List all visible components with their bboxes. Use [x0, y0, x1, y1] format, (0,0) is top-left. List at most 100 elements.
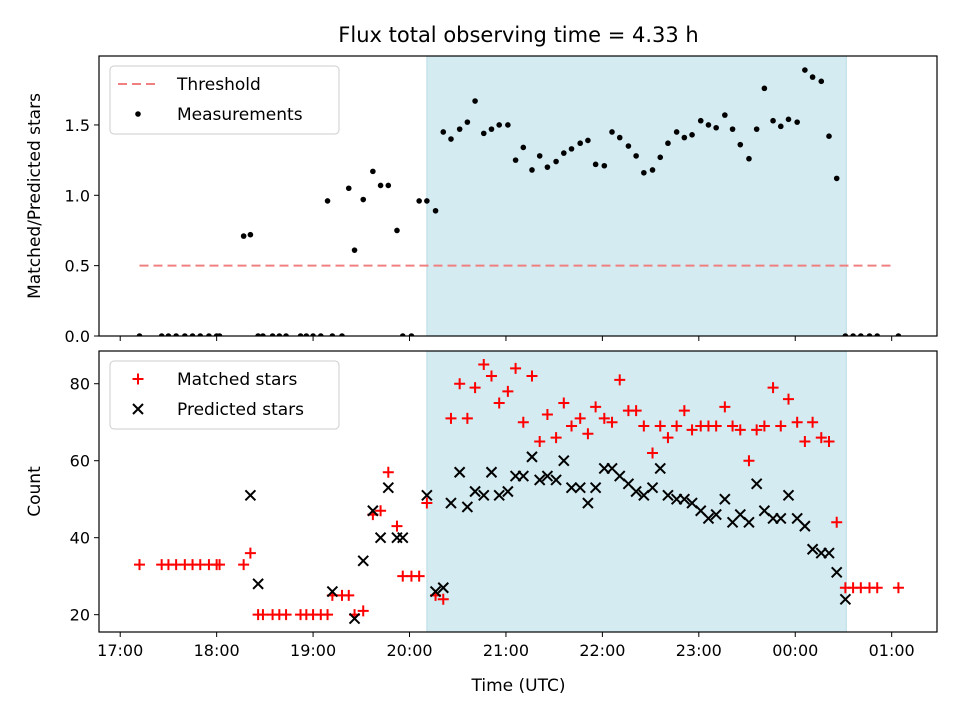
x-tick-label: 01:00	[869, 641, 915, 660]
measurement-point	[895, 333, 902, 336]
measurement-point	[553, 158, 559, 165]
plot-area	[134, 358, 904, 625]
measurement-point	[408, 333, 415, 336]
measurement-point	[625, 143, 632, 149]
predicted-point	[357, 555, 369, 567]
matched-point	[357, 605, 369, 617]
predicted-point	[710, 508, 722, 521]
legend-matched-swatch	[132, 373, 144, 385]
ratio-panel: 0.0 0.5 1.0 1.5 Matched/Predicted stars Thres…	[25, 55, 938, 346]
measurement-point	[722, 112, 728, 118]
predicted-point	[782, 489, 795, 502]
matched-point	[598, 412, 610, 424]
measurement-point	[158, 333, 165, 336]
measurement-point	[345, 185, 352, 192]
predicted-point	[478, 489, 490, 502]
predicted-point	[630, 485, 642, 498]
y-tick-label: 1.5	[65, 116, 90, 135]
measurement-point	[385, 182, 392, 189]
matched-point	[606, 416, 618, 428]
predicted-point	[453, 466, 466, 478]
predicted-point	[437, 582, 449, 594]
matched-point	[823, 435, 835, 447]
measurement-point	[165, 333, 172, 336]
measurement-point	[197, 333, 204, 336]
measurement-point	[777, 123, 784, 130]
measurement-point	[842, 333, 849, 336]
matched-point	[892, 582, 904, 594]
matched-point	[517, 416, 529, 428]
predicted-point	[646, 481, 659, 494]
series-plus	[134, 358, 904, 621]
measurement-point	[753, 126, 760, 132]
matched-point	[734, 424, 746, 436]
measurement-point	[794, 119, 800, 125]
measurement-point	[472, 98, 478, 104]
measurement-point	[399, 333, 406, 336]
y-tick-label: 0.0	[65, 327, 90, 346]
measurement-point	[394, 227, 400, 234]
predicted-point	[750, 478, 763, 490]
predicted-point	[517, 470, 530, 482]
measurement-point	[729, 126, 736, 132]
measurement-point	[260, 333, 266, 336]
measurement-point	[339, 333, 345, 336]
predicted-point	[558, 454, 570, 467]
measurement-point	[761, 85, 768, 92]
matched-point	[534, 435, 546, 447]
measurement-point	[833, 175, 840, 182]
measurement-point	[681, 134, 688, 141]
measurement-point	[633, 153, 639, 159]
matched-point	[775, 420, 787, 432]
measurement-point	[705, 122, 712, 128]
matched-point	[758, 420, 770, 432]
measurement-point	[536, 153, 543, 159]
matched-point	[445, 412, 457, 424]
measurement-point	[641, 169, 647, 176]
matched-point	[782, 393, 794, 405]
measurement-point	[561, 150, 567, 156]
predicted-point	[574, 481, 586, 494]
predicted-point	[348, 612, 361, 625]
predicted-point	[565, 481, 578, 494]
measurement-point	[609, 129, 615, 135]
matched-point	[630, 405, 642, 417]
predicted-point	[445, 497, 457, 509]
matched-point	[343, 589, 355, 601]
predicted-point	[839, 593, 852, 605]
matched-point	[469, 382, 481, 394]
legend-measurement-swatch	[135, 111, 141, 117]
matched-point	[214, 559, 226, 571]
measurement-point	[255, 333, 261, 336]
matched-point	[574, 412, 586, 424]
measurement-point	[189, 333, 196, 336]
series-x	[244, 451, 852, 625]
y-tick-label: 80	[70, 375, 90, 394]
matched-point	[743, 455, 755, 467]
chart-title: Flux total observing time = 4.33 h	[338, 23, 698, 47]
measurement-point	[310, 333, 316, 336]
matched-point	[686, 424, 698, 436]
measurement-point	[456, 126, 463, 132]
matched-point	[710, 420, 722, 432]
y-tick-label: 20	[70, 606, 90, 625]
predicted-point	[589, 481, 602, 494]
matched-point	[566, 420, 578, 432]
measurement-point	[689, 131, 695, 138]
matched-point	[421, 497, 433, 509]
predicted-point	[244, 489, 257, 502]
matched-point	[257, 609, 269, 621]
measurement-point	[464, 119, 471, 125]
measurement-point	[601, 162, 608, 169]
matched-point	[751, 424, 763, 436]
measurement-point	[585, 137, 591, 144]
matched-point	[582, 428, 594, 440]
predicted-point	[806, 543, 819, 555]
measurement-point	[785, 116, 792, 123]
measurement-point	[505, 122, 511, 128]
measurement-point	[746, 155, 752, 162]
measurement-point	[858, 333, 864, 336]
matched-point	[654, 420, 666, 432]
measurement-point	[529, 167, 535, 173]
